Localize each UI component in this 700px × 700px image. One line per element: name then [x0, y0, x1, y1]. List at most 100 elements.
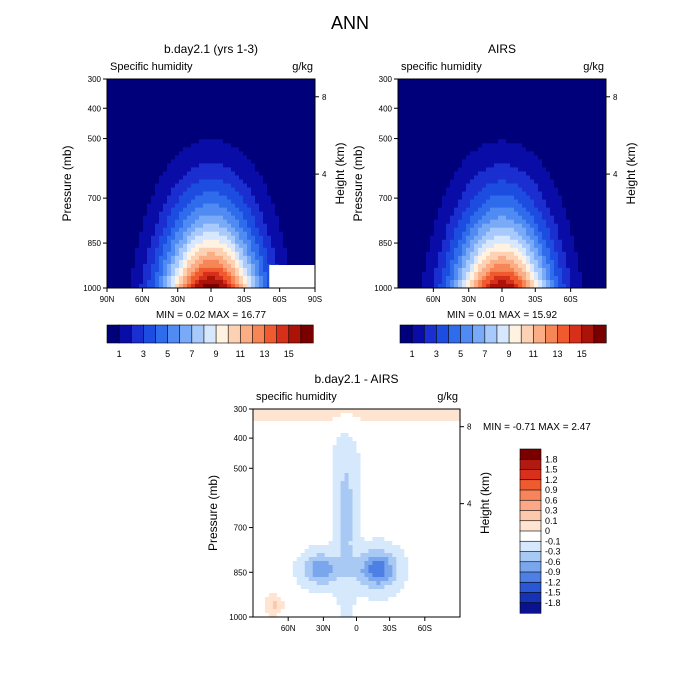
contour-cell [546, 227, 551, 233]
contour-cell [187, 155, 192, 160]
contour-cell [582, 87, 587, 92]
contour-cell [115, 175, 120, 181]
contour-cell [211, 227, 216, 233]
contour-cell [199, 135, 204, 140]
contour-cell [558, 195, 563, 201]
contour-cell [263, 211, 268, 217]
contour-cell [191, 171, 196, 177]
contour-cell [263, 127, 268, 132]
contour-cell [235, 147, 240, 152]
contour-cell [179, 111, 184, 116]
contour-cell [199, 107, 204, 112]
contour-cell [175, 147, 180, 152]
contour-cell [490, 235, 495, 241]
contour-cell [107, 187, 112, 193]
contour-cell [486, 111, 491, 116]
contour-cell [522, 87, 527, 92]
contour-cell [582, 235, 587, 241]
contour-cell [151, 215, 156, 221]
contour-cell [135, 163, 140, 169]
contour-cell [598, 207, 603, 213]
contour-cell [179, 187, 184, 193]
contour-cell [478, 195, 483, 201]
contour-cell [586, 87, 591, 92]
contour-cell [486, 127, 491, 132]
contour-cell [127, 267, 132, 273]
contour-cell [291, 235, 296, 241]
contour-cell [143, 235, 148, 241]
contour-cell [115, 211, 120, 217]
contour-cell [470, 207, 475, 213]
contour-cell [227, 183, 232, 189]
contour-cell [175, 111, 180, 116]
contour-cell [271, 91, 276, 96]
contour-cell [155, 171, 160, 177]
contour-cell [446, 159, 451, 164]
contour-cell [414, 151, 419, 156]
contour-cell [267, 207, 272, 213]
contour-cell [578, 155, 583, 160]
contour-cell [243, 195, 248, 201]
contour-cell [279, 131, 284, 136]
contour-cell [191, 239, 196, 245]
contour-cell [227, 255, 232, 261]
contour-cell [227, 179, 232, 185]
contour-cell [542, 215, 547, 221]
contour-cell [470, 131, 475, 136]
contour-cell [163, 123, 168, 128]
contour-cell [518, 151, 523, 156]
contour-cell [602, 191, 606, 197]
contour-cell [550, 91, 555, 96]
contour-cell [299, 195, 304, 201]
contour-cell [554, 91, 559, 96]
contour-cell [422, 231, 427, 237]
contour-cell [307, 203, 312, 209]
contour-cell [115, 83, 120, 88]
contour-cell [239, 191, 244, 197]
contour-cell [558, 199, 563, 205]
contour-cell [406, 195, 411, 201]
contour-cell [518, 195, 523, 201]
contour-cell [594, 79, 599, 84]
contour-cell [510, 131, 515, 136]
contour-cell [558, 219, 563, 225]
contour-cell [494, 171, 499, 177]
contour-cell [462, 79, 467, 84]
contour-cell [211, 167, 216, 173]
contour-cell [299, 259, 304, 265]
contour-cell [430, 119, 435, 124]
contour-cell [506, 147, 511, 152]
contour-cell [398, 239, 403, 245]
contour-cell [139, 199, 144, 205]
contour-cell [223, 147, 228, 152]
contour-cell [123, 271, 128, 277]
contour-cell [570, 79, 575, 84]
contour-cell [486, 143, 491, 148]
contour-cell [458, 239, 463, 245]
contour-cell [578, 227, 583, 233]
contour-cell [115, 195, 120, 201]
contour-cell [271, 223, 276, 229]
contour-cell [422, 99, 427, 104]
contour-cell [578, 179, 583, 185]
contour-cell [582, 199, 587, 205]
contour-cell [295, 115, 300, 120]
contour-cell [123, 239, 128, 245]
contour-cell [462, 119, 467, 124]
contour-cell [558, 211, 563, 217]
contour-cell [602, 163, 606, 169]
contour-cell [466, 83, 471, 88]
contour-cell [239, 251, 244, 257]
contour-cell [235, 195, 240, 201]
contour-cell [267, 95, 272, 100]
contour-cell [255, 259, 260, 265]
contour-cell [107, 147, 112, 152]
contour-cell [418, 239, 423, 245]
contour-cell [446, 91, 451, 96]
contour-cell [466, 179, 471, 185]
contour-cell [462, 139, 467, 144]
contour-cell [175, 167, 180, 173]
contour-cell [450, 163, 455, 169]
contour-cell [203, 219, 208, 225]
contour-cell [598, 215, 603, 221]
